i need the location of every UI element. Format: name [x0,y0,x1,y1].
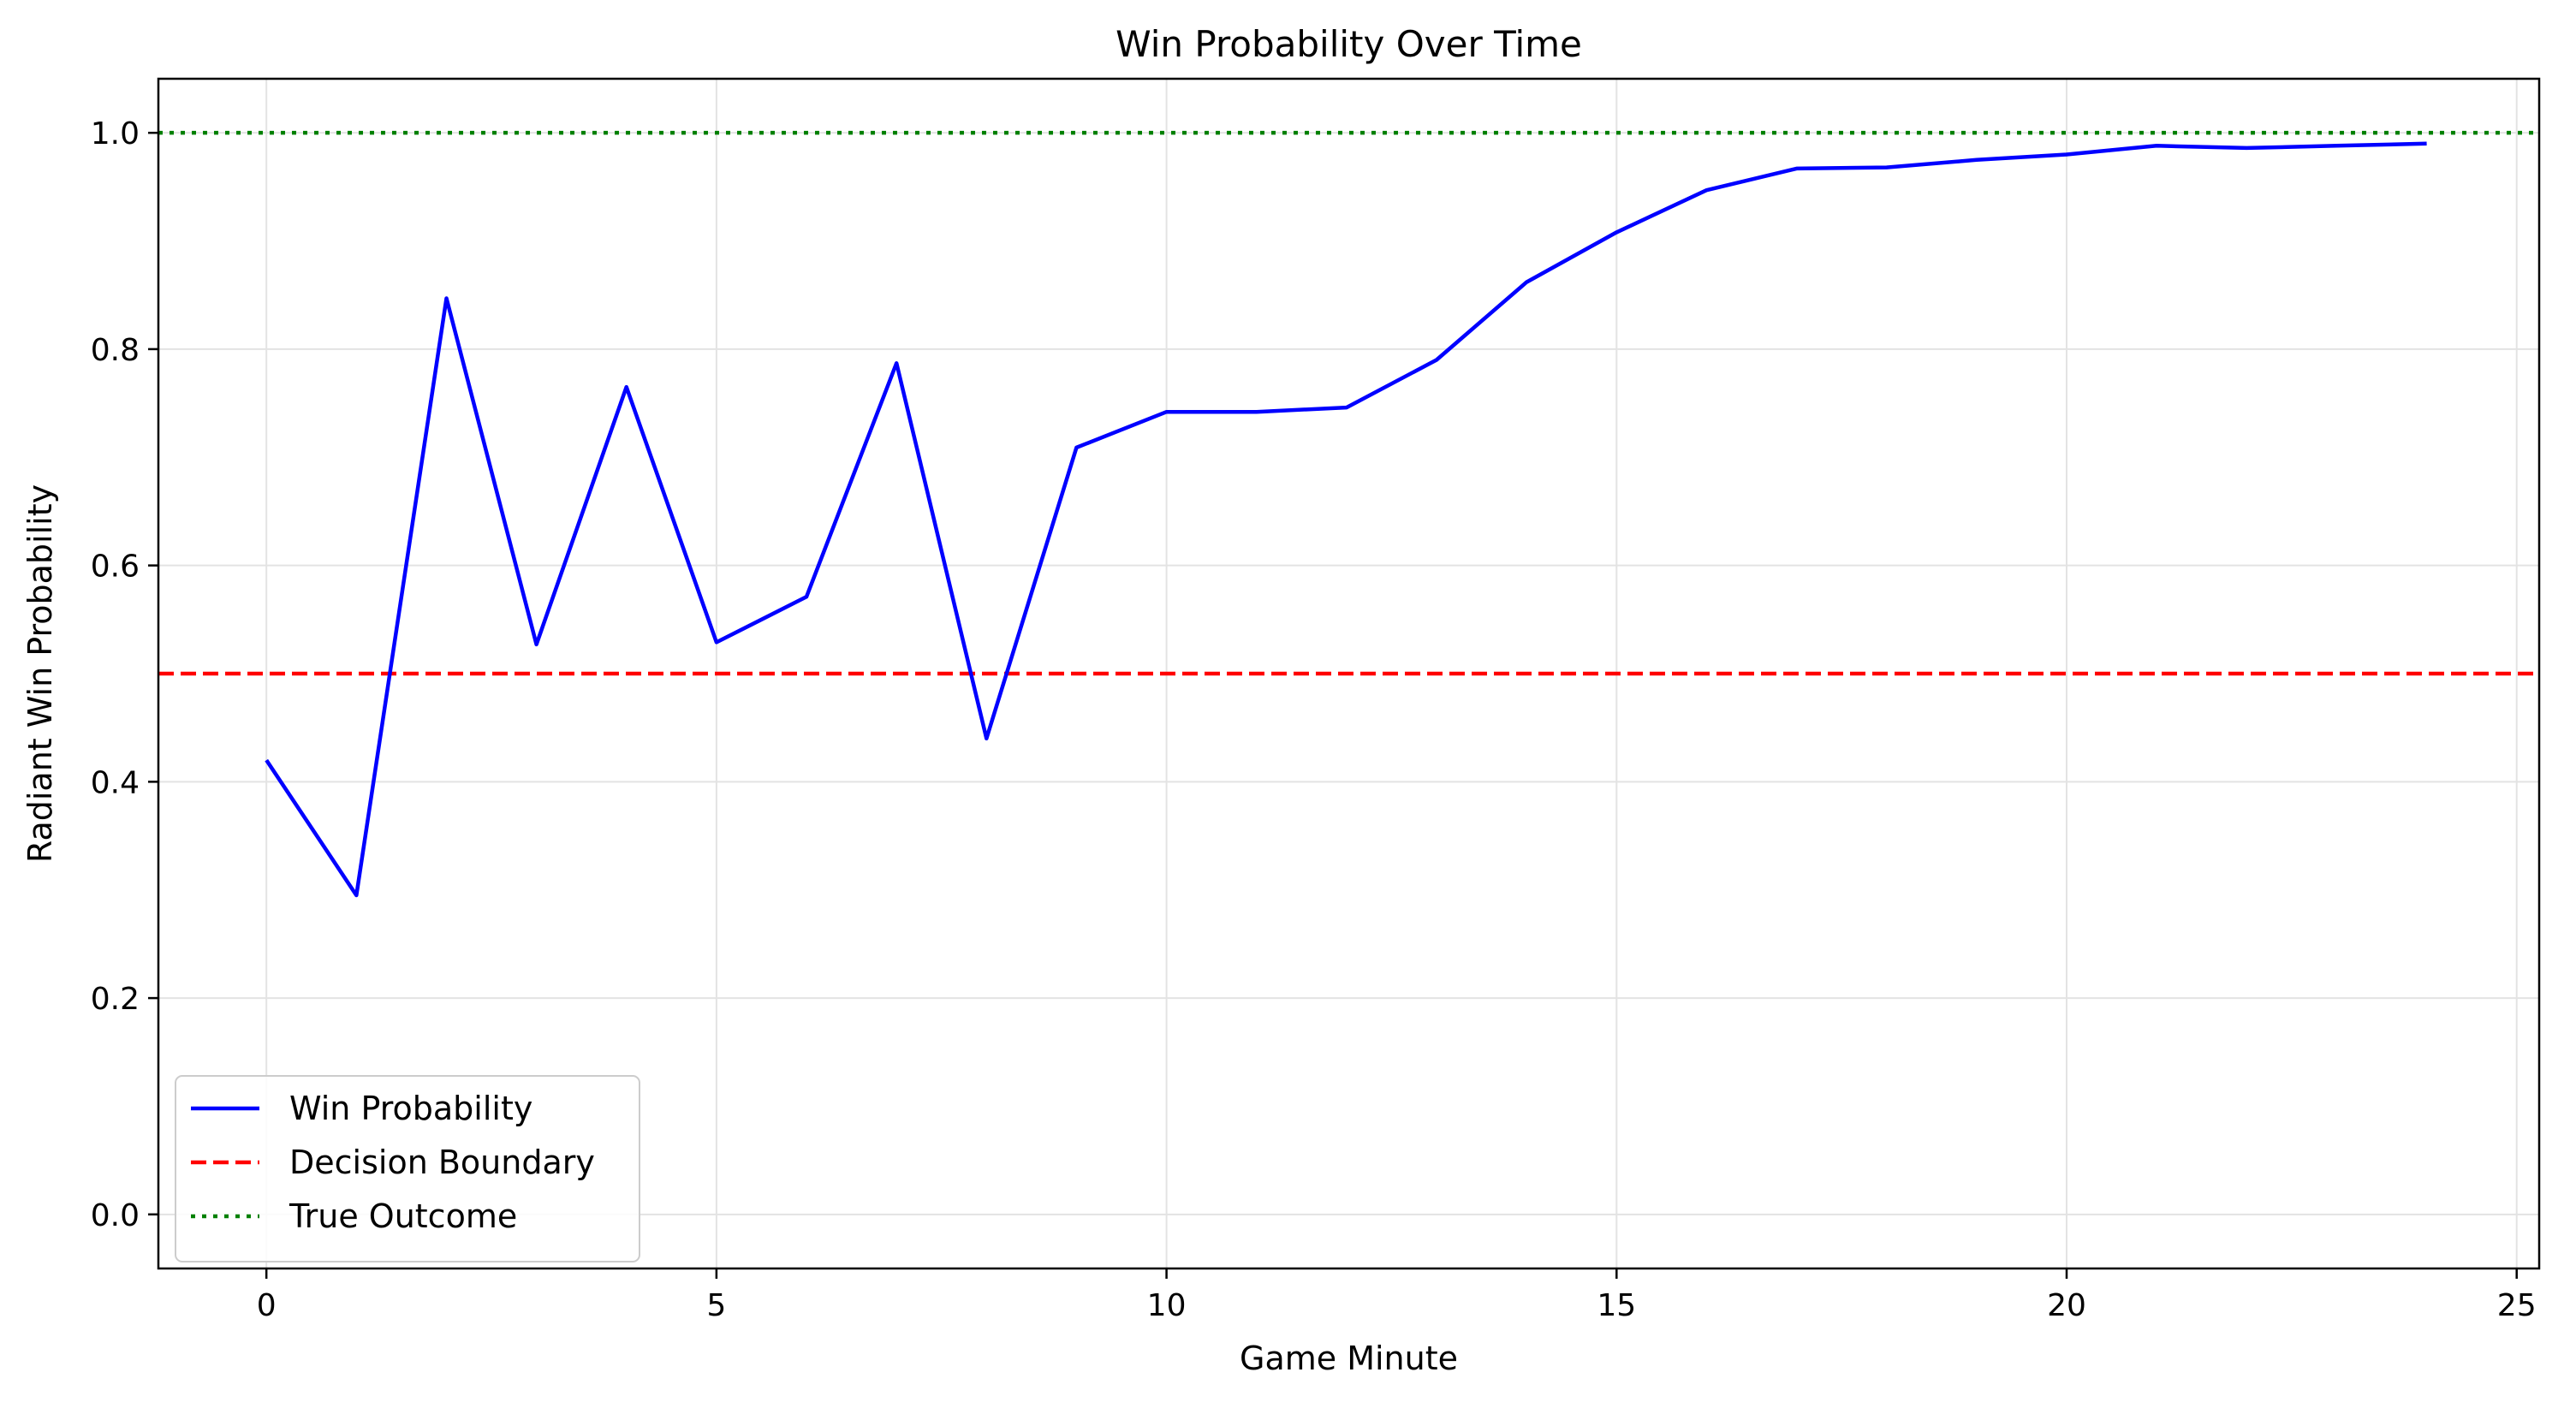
y-tick-label: 1.0 [91,116,140,151]
x-tick-label: 25 [2497,1288,2537,1323]
series-line-win-probability [265,141,2427,898]
y-axis-label: Radiant Win Probability [21,484,59,863]
legend: Win Probability Decision Boundary True Out… [175,1075,640,1262]
x-tick-label: 5 [706,1288,726,1323]
legend-label: True Outcome [289,1197,517,1235]
legend-box [175,1075,640,1262]
chart-title: Win Probability Over Time [1115,23,1582,65]
x-axis-label: Game Minute [1240,1340,1458,1377]
y-tick-label: 0.2 [91,982,140,1017]
x-tick-label: 0 [257,1288,277,1323]
y-tick-label: 0.0 [91,1198,140,1233]
y-tick-label: 0.6 [91,550,140,585]
x-tick-label: 10 [1147,1288,1187,1323]
x-tick-label: 20 [2047,1288,2086,1323]
y-tick-label: 0.8 [91,333,140,368]
y-tick-label: 0.4 [91,765,140,800]
legend-label: Win Probability [289,1090,532,1127]
series-layer [265,141,2427,898]
plot-frame [157,77,2541,1270]
x-tick-label: 15 [1597,1288,1636,1323]
reference-lines [158,130,2539,676]
legend-label: Decision Boundary [289,1144,595,1181]
axes: 0 5 10 15 20 25 0.0 0.2 0.4 0.6 0.8 1.0 [91,116,2537,1323]
